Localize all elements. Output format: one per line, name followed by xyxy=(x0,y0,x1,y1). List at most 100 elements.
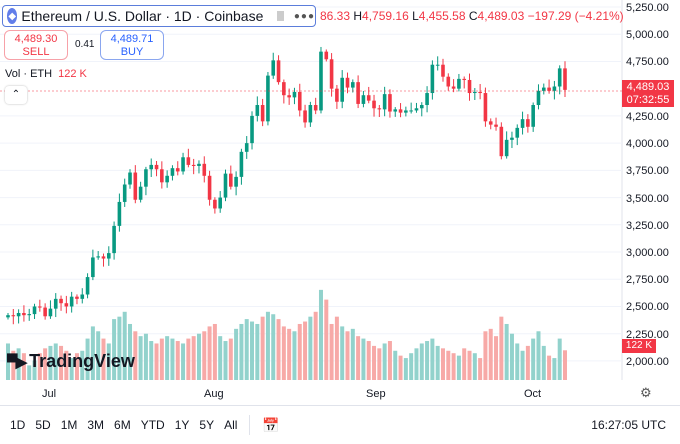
candle xyxy=(59,298,63,304)
volume-bar xyxy=(329,323,334,380)
candle xyxy=(165,175,169,183)
volume-bar xyxy=(409,353,414,380)
volume-bar xyxy=(27,365,32,380)
candle xyxy=(6,315,10,318)
spread: 0.41 xyxy=(75,39,95,50)
symbol-title: Ethereum / U.S. Dollar · 1D · Coinbase xyxy=(21,8,264,24)
candle xyxy=(207,175,212,200)
candle xyxy=(520,119,525,128)
candle xyxy=(292,91,297,98)
bottom-toolbar: 1D 5D 1M 3M 6M YTD 1Y 5Y All 📅 16:27:05 … xyxy=(0,405,680,444)
candle xyxy=(170,168,175,176)
volume-legend[interactable]: Vol · ETH 122 K xyxy=(5,68,87,80)
candle xyxy=(393,109,398,112)
volume-bar xyxy=(515,343,520,380)
volume-bar xyxy=(334,316,339,380)
candle xyxy=(404,110,408,113)
candle xyxy=(388,94,392,112)
candle xyxy=(504,139,509,157)
volume-bar xyxy=(303,321,308,380)
volume-bar xyxy=(356,336,361,380)
ethereum-icon: ◆ xyxy=(7,8,18,24)
candle xyxy=(197,163,201,166)
sell-button[interactable]: 4,489.30 SELL xyxy=(4,30,68,60)
flag-icon[interactable] xyxy=(277,11,284,21)
volume-bar xyxy=(239,323,244,380)
volume-label: Vol · ETH xyxy=(5,68,53,80)
volume-bar xyxy=(345,331,350,380)
volume-bar xyxy=(244,319,249,380)
candle xyxy=(473,91,477,94)
candle xyxy=(117,201,122,226)
range-6m[interactable]: 6M xyxy=(114,418,131,432)
collapse-legend-button[interactable]: ⌃ xyxy=(5,86,27,104)
candle xyxy=(382,94,387,110)
go-to-date-icon[interactable]: 📅 xyxy=(262,416,280,433)
volume-bar xyxy=(504,323,509,380)
volume-bar xyxy=(366,341,371,380)
candle xyxy=(446,76,451,87)
candle xyxy=(441,64,445,77)
settings-icon[interactable]: ⚙ xyxy=(640,385,652,400)
clock[interactable]: 16:27:05 UTC xyxy=(591,418,666,432)
candle xyxy=(255,105,260,116)
candle xyxy=(213,199,217,209)
buy-button[interactable]: 4,489.71 BUY xyxy=(100,30,164,60)
tradingview-logo[interactable]: ▀▶ TradingView xyxy=(7,351,135,372)
volume-bar xyxy=(563,350,567,380)
candle xyxy=(112,225,116,254)
volume-bar xyxy=(462,348,467,380)
bar-countdown: 07:32:55 xyxy=(626,94,670,106)
more-icon[interactable]: ●●● xyxy=(293,10,315,22)
range-1m[interactable]: 1M xyxy=(60,418,78,432)
candle xyxy=(122,184,127,202)
range-all[interactable]: All xyxy=(224,418,238,432)
candle xyxy=(191,164,196,166)
price-tick: 4,750.00 xyxy=(626,56,669,69)
candle xyxy=(27,314,32,316)
volume-bar xyxy=(377,348,382,380)
candle xyxy=(462,78,467,80)
volume-bar xyxy=(128,323,133,380)
volume-value: 122 K xyxy=(58,68,87,80)
range-1y[interactable]: 1Y xyxy=(174,418,190,432)
candle xyxy=(414,108,419,111)
candle xyxy=(181,157,185,172)
symbol-legend[interactable]: ◆ Ethereum / U.S. Dollar · 1D · Coinbase… xyxy=(2,5,316,27)
candle xyxy=(425,93,429,106)
candle xyxy=(510,137,514,140)
month-label: Jul xyxy=(42,388,57,400)
candle xyxy=(282,82,286,96)
divider xyxy=(249,415,251,435)
volume-bar xyxy=(435,345,440,380)
candle xyxy=(149,164,154,170)
candle xyxy=(351,82,355,88)
price-tick: 4,250.00 xyxy=(626,110,669,123)
candle xyxy=(154,164,159,170)
range-1d[interactable]: 1D xyxy=(10,418,26,432)
volume-bar xyxy=(414,348,419,380)
candle xyxy=(53,298,58,309)
range-3m[interactable]: 3M xyxy=(87,418,105,432)
candle xyxy=(38,306,42,308)
volume-bar xyxy=(525,345,530,380)
ohlc-values: 86.33 H4,759.16 L4,455.58 C4,489.03 −197… xyxy=(320,9,624,23)
range-ytd[interactable]: YTD xyxy=(140,418,165,432)
candle xyxy=(260,105,265,122)
volume-bar xyxy=(467,350,472,380)
candle xyxy=(457,78,461,89)
close-value: 4,489.03 xyxy=(477,9,525,23)
volume-bar xyxy=(488,328,493,380)
volume-bar xyxy=(276,319,281,380)
range-5y[interactable]: 5Y xyxy=(199,418,215,432)
range-5d[interactable]: 5D xyxy=(35,418,51,432)
volume-bar xyxy=(387,341,392,380)
candle xyxy=(499,126,504,157)
price-chart[interactable] xyxy=(0,0,680,405)
logo-text: TradingView xyxy=(29,351,135,371)
volume-bar xyxy=(143,333,148,380)
candle xyxy=(345,77,350,88)
sell-price: 4,489.30 xyxy=(14,33,58,45)
candle xyxy=(276,60,281,83)
volume-bar xyxy=(478,358,483,380)
